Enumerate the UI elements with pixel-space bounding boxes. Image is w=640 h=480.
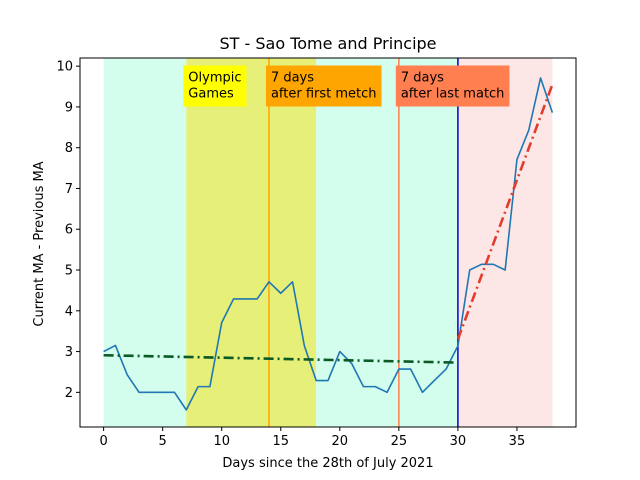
- x-tick-label: 35: [509, 434, 526, 449]
- annotation-line: 7 days: [401, 71, 444, 86]
- annotation-1: 7 days after first metch: [265, 65, 382, 107]
- annotation-text-1: 7 days after first metch: [271, 71, 377, 102]
- annotation-line: Olympic: [188, 71, 241, 86]
- plot-frame: [79, 57, 577, 428]
- annotation-line: after first metch: [271, 87, 377, 102]
- annotation-box-0: [183, 65, 247, 107]
- annotation-box-1: [265, 65, 382, 107]
- series-line-1: [103, 353, 458, 364]
- annotation-line: after last match: [401, 87, 505, 102]
- y-tick-label: 7: [65, 182, 73, 197]
- annotation-0: Olympic Games: [183, 65, 247, 107]
- shaded-region-3: [457, 58, 553, 427]
- x-tick-label: 0: [99, 434, 107, 449]
- shaded-regions: [103, 58, 553, 427]
- x-axis-ticks: 0 5 10 15 20 25 30 35: [99, 427, 525, 449]
- series-lines: [103, 77, 554, 411]
- x-tick-label: 20: [332, 434, 349, 449]
- y-tick-label: 10: [56, 60, 73, 75]
- annotation-line: Games: [188, 87, 234, 102]
- annotation-text-2: 7 days after last match: [401, 71, 505, 102]
- chart-title: ST - Sao Tome and Principe: [219, 34, 436, 53]
- x-tick-label: 25: [391, 434, 408, 449]
- series-line-0: [103, 77, 554, 411]
- shaded-region-1: [186, 58, 317, 427]
- series-line-2: [456, 84, 554, 340]
- y-tick-label: 6: [65, 223, 73, 238]
- annotation-2: 7 days after last match: [395, 65, 510, 107]
- y-tick-label: 4: [65, 304, 73, 319]
- x-tick-label: 15: [272, 434, 289, 449]
- shaded-region-0: [103, 58, 187, 427]
- y-tick-label: 2: [65, 386, 73, 401]
- shaded-region-2: [316, 58, 458, 427]
- y-tick-label: 3: [65, 345, 73, 360]
- x-tick-label: 10: [213, 434, 230, 449]
- y-axis-title: Current MA - Previous MA: [32, 161, 47, 326]
- annotation-line: 7 days: [271, 71, 314, 86]
- annotation-box-2: [395, 65, 510, 107]
- y-tick-label: 9: [65, 100, 73, 115]
- y-tick-label: 8: [65, 141, 73, 156]
- x-axis-title: Days since the 28th of July 2021: [222, 456, 433, 471]
- y-axis-ticks: 2 3 4 5 6 7 8 9 10: [56, 60, 80, 401]
- y-tick-label: 5: [65, 264, 73, 279]
- x-tick-label: 30: [450, 434, 467, 449]
- vertical-lines: [268, 58, 459, 427]
- annotation-text-0: Olympic Games: [188, 71, 241, 102]
- x-tick-label: 5: [159, 434, 167, 449]
